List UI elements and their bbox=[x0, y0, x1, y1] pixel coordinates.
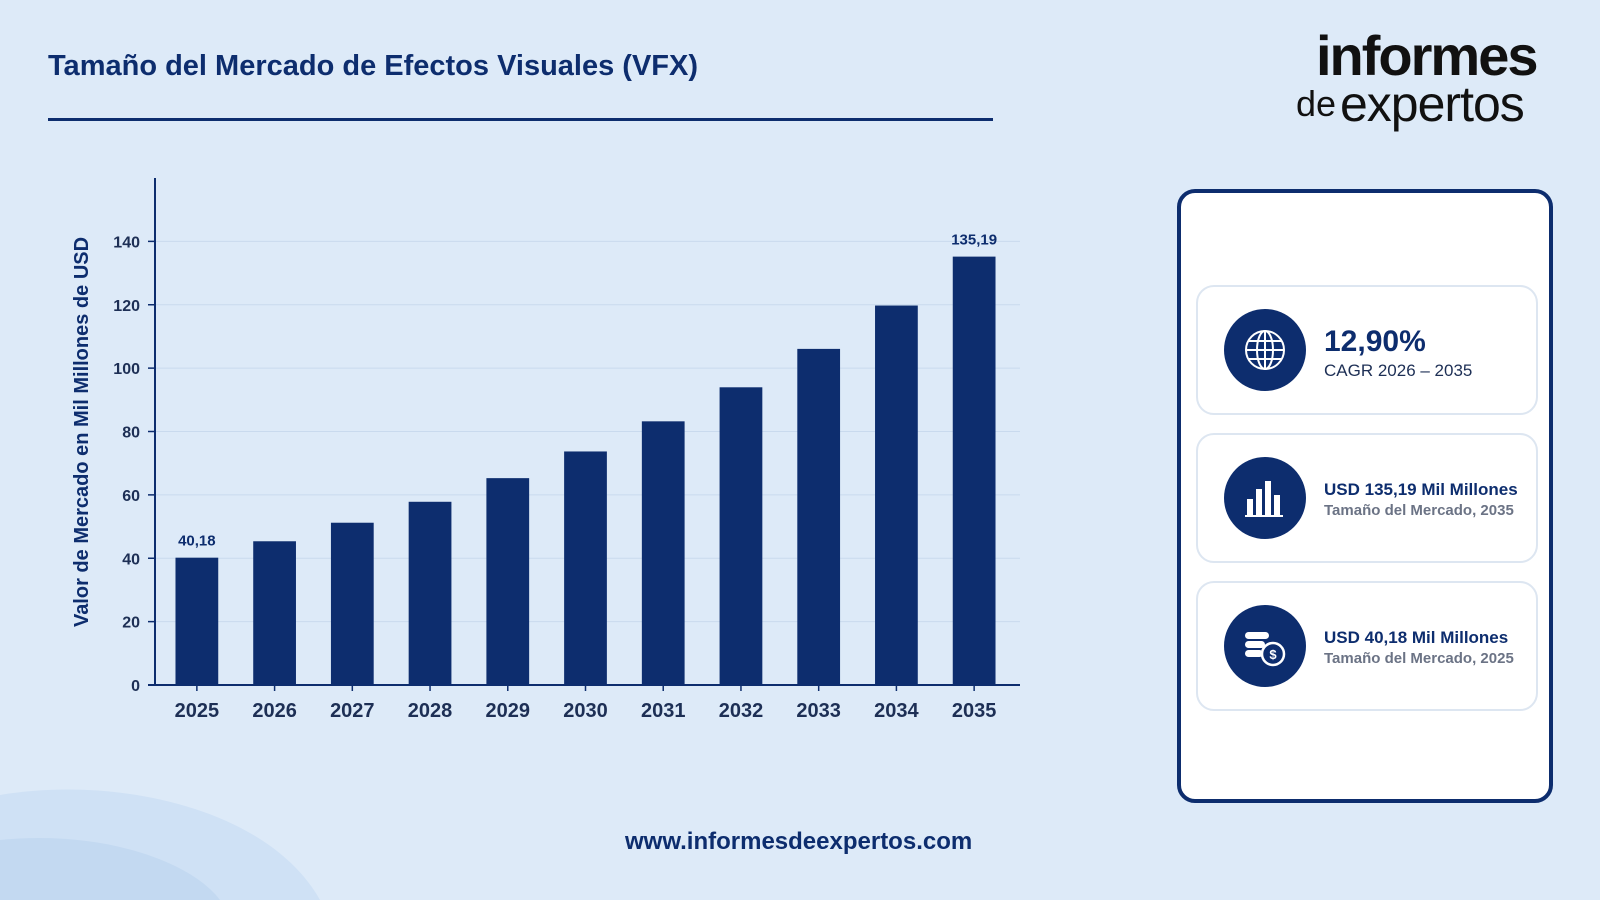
x-tick-label: 2034 bbox=[874, 700, 919, 722]
bars bbox=[175, 256, 996, 685]
logo-text-de: de bbox=[1296, 83, 1337, 124]
x-tick-label: 2035 bbox=[952, 700, 997, 722]
y-tick-label: 60 bbox=[122, 488, 140, 505]
brand-logo: informes de expertos bbox=[1290, 26, 1560, 136]
globe-icon bbox=[1224, 309, 1306, 391]
stat-card-market-2035: USD 135,19 Mil Millones Tamaño del Merca… bbox=[1196, 433, 1538, 563]
website-link[interactable]: www.informesdeexpertos.com bbox=[625, 828, 973, 855]
x-tick-label: 2029 bbox=[486, 700, 531, 722]
coins-dollar-icon: $ bbox=[1224, 605, 1306, 687]
logo-text-expertos: expertos bbox=[1340, 76, 1525, 132]
bar-2025 bbox=[175, 557, 219, 685]
x-tick-label: 2027 bbox=[330, 700, 375, 722]
stat-card-market-2025: $ USD 40,18 Mil Millones Tamaño del Merc… bbox=[1196, 581, 1538, 711]
x-tick-label: 2026 bbox=[252, 700, 297, 722]
y-tick-label: 100 bbox=[113, 361, 140, 378]
market-2025-value: USD 40,18 Mil Millones bbox=[1324, 628, 1509, 647]
data-labels: 40,18 135,19 bbox=[178, 232, 997, 550]
bar-2035 bbox=[952, 256, 996, 685]
bar-2026 bbox=[253, 541, 296, 685]
y-tick-label: 40 bbox=[122, 551, 140, 568]
y-tick-label: 120 bbox=[113, 298, 140, 315]
bar-2032 bbox=[719, 387, 763, 685]
x-tick-label: 2032 bbox=[719, 700, 764, 722]
cagr-label: CAGR 2026 – 2035 bbox=[1324, 361, 1473, 380]
bar-2033 bbox=[797, 348, 841, 685]
svg-text:$: $ bbox=[1269, 647, 1277, 662]
market-2035-value: USD 135,19 Mil Millones bbox=[1324, 480, 1518, 499]
data-label: 40,18 bbox=[178, 533, 216, 550]
logo-text-informes: informes bbox=[1316, 24, 1538, 87]
y-axis-title: Valor de Mercado en Mil Millones de USD bbox=[71, 237, 93, 627]
market-2035-label: Tamaño del Mercado, 2035 bbox=[1324, 502, 1514, 519]
bar-chart-icon bbox=[1224, 457, 1306, 539]
market-size-bar-chart: 40,18 135,19 0 20 40 60 80 100 120 140 2025 2026 20… bbox=[71, 178, 1020, 722]
market-2025-label: Tamaño del Mercado, 2025 bbox=[1324, 650, 1514, 667]
cagr-value: 12,90% bbox=[1324, 325, 1426, 358]
y-tick-label: 80 bbox=[122, 425, 140, 442]
tick-labels: 0 20 40 60 80 100 120 140 2025 2026 2027 2028 2029 20… bbox=[113, 234, 996, 722]
key-stats-panel: 12,90% CAGR 2026 – 2035 USD 135,19 Mil M… bbox=[1177, 189, 1553, 803]
bar-2030 bbox=[564, 451, 607, 685]
title-divider bbox=[48, 118, 993, 121]
data-label: 135,19 bbox=[951, 232, 997, 249]
x-tick-label: 2028 bbox=[408, 700, 453, 722]
x-tick-label: 2031 bbox=[641, 700, 686, 722]
bar-2031 bbox=[641, 421, 685, 685]
x-tick-label: 2025 bbox=[175, 700, 220, 722]
bar-2034 bbox=[875, 305, 918, 685]
page-title: Tamaño del Mercado de Efectos Visuales (… bbox=[48, 50, 699, 82]
y-tick-label: 0 bbox=[131, 678, 140, 695]
bar-2028 bbox=[408, 501, 452, 685]
y-tick-label: 140 bbox=[113, 234, 140, 251]
x-tick-label: 2030 bbox=[563, 700, 608, 722]
bar-2029 bbox=[486, 478, 530, 685]
bar-2027 bbox=[330, 522, 374, 685]
y-tick-label: 20 bbox=[122, 615, 140, 632]
x-tick-label: 2033 bbox=[796, 700, 841, 722]
stat-card-cagr: 12,90% CAGR 2026 – 2035 bbox=[1196, 285, 1538, 415]
